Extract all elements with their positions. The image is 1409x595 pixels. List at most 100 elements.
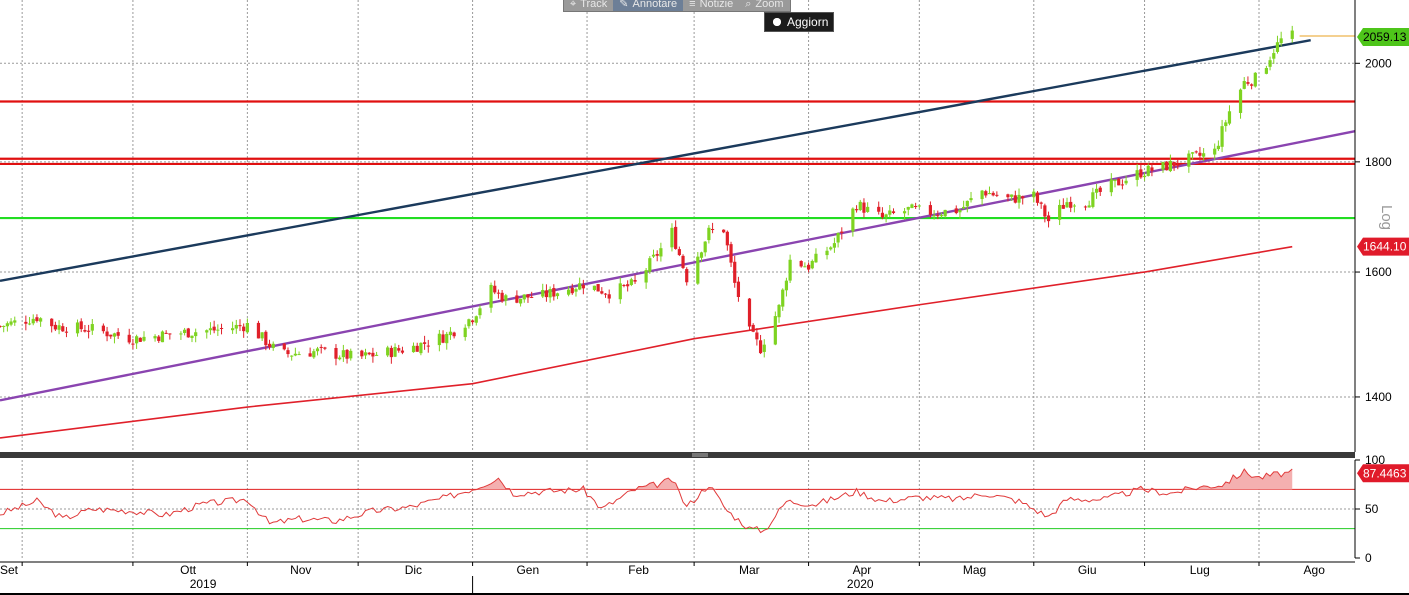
- candle-body: [186, 328, 190, 338]
- candle-body: [208, 328, 213, 331]
- candle-body: [493, 285, 497, 293]
- candle-body: [109, 334, 113, 337]
- candle-body: [323, 347, 327, 349]
- candle-body: [854, 209, 859, 211]
- candle-body: [1039, 202, 1043, 204]
- candle-body: [9, 321, 13, 325]
- candle-body: [338, 357, 342, 360]
- toolbar-zoom-button[interactable]: ⌕ Zoom: [745, 0, 784, 10]
- candle-body: [674, 226, 678, 249]
- candle-body: [1253, 72, 1257, 87]
- candle-body: [360, 350, 364, 357]
- candle-body: [1017, 194, 1021, 203]
- candle-body: [363, 352, 368, 356]
- candle-body: [659, 248, 663, 257]
- candle-body: [530, 296, 534, 298]
- candle-body: [500, 292, 504, 302]
- candle-body: [851, 208, 855, 232]
- candle-body: [651, 254, 656, 257]
- candle-body: [877, 206, 881, 212]
- candle-body: [596, 284, 600, 292]
- candle-body: [633, 279, 637, 282]
- candle-body: [50, 318, 54, 327]
- x-tick-label: Ago: [1304, 563, 1326, 577]
- annotate-icon: ✎: [619, 0, 629, 10]
- candle-body: [242, 326, 246, 332]
- candle-body: [286, 350, 290, 355]
- candle-body: [1165, 161, 1169, 171]
- candle-body: [958, 210, 962, 213]
- candle-body: [814, 253, 818, 263]
- candle-body: [90, 324, 94, 331]
- candle-body: [515, 295, 519, 303]
- candle-body: [400, 350, 405, 353]
- candle-body: [991, 192, 995, 196]
- candle-body: [112, 333, 117, 337]
- candle-body: [504, 295, 508, 301]
- update-label: Aggiorn: [787, 15, 829, 29]
- candle-body: [622, 284, 626, 286]
- candle-body: [1065, 202, 1069, 208]
- candle-body: [463, 327, 467, 338]
- candle-body: [762, 344, 766, 352]
- candle-body: [31, 318, 35, 324]
- toolbar-track-button[interactable]: ⌖ Track: [570, 0, 608, 10]
- candle-body: [681, 255, 685, 268]
- candle-body: [393, 346, 397, 357]
- candle-body: [884, 214, 888, 218]
- candle-body: [1094, 188, 1099, 193]
- radio-dot-icon: [773, 18, 781, 26]
- candle-body: [1290, 30, 1294, 39]
- candle-body: [810, 260, 814, 269]
- candle-body: [987, 193, 992, 195]
- candle-body: [234, 324, 238, 329]
- candle-body: [696, 256, 700, 284]
- candle-body: [293, 353, 297, 356]
- candle-body: [1190, 152, 1195, 154]
- candle-body: [1058, 204, 1062, 220]
- candle-body: [733, 261, 737, 283]
- candle-body: [157, 336, 161, 341]
- candle-body: [962, 206, 966, 209]
- candle-body: [1246, 82, 1250, 84]
- candle-body: [212, 326, 216, 331]
- candle-body: [902, 211, 907, 214]
- candle-body: [541, 289, 545, 297]
- candle-body: [707, 227, 711, 241]
- value-tag-label: 1644.10: [1363, 240, 1407, 254]
- toolbar-news-button[interactable]: ≡ Notizie: [689, 0, 734, 10]
- candle-body: [1083, 206, 1088, 208]
- candle-body: [101, 325, 105, 332]
- candle-body: [592, 285, 597, 291]
- candle-body: [138, 337, 142, 342]
- candle-body: [677, 249, 681, 256]
- candle-body: [648, 258, 652, 272]
- candle-body: [1109, 179, 1113, 193]
- candle-body: [936, 215, 940, 217]
- candle-body: [374, 354, 379, 356]
- candle-body: [1172, 161, 1176, 167]
- candle-body: [755, 332, 759, 340]
- candle-body: [1139, 169, 1143, 178]
- y-tick-label: 2000: [1365, 56, 1392, 70]
- x-tick-label: Mar: [739, 563, 760, 577]
- candle-body: [411, 345, 416, 353]
- candle-body: [552, 288, 556, 297]
- candle-body: [1224, 122, 1228, 127]
- candles: [0, 25, 1294, 366]
- candle-body: [168, 333, 172, 335]
- candle-body: [24, 321, 28, 324]
- update-button[interactable]: Aggiorn: [764, 12, 834, 32]
- candle-body: [478, 308, 482, 316]
- toolbar-annotate-button[interactable]: ✎ Annotare: [613, 0, 684, 11]
- chart-toolbar: ⌖ Track ✎ Annotare ≡ Notizie ⌕ Zoom: [563, 0, 791, 12]
- candle-body: [607, 294, 611, 299]
- candle-body: [57, 325, 61, 330]
- candle-body: [1213, 148, 1217, 155]
- candle-body: [308, 353, 312, 357]
- candle-body: [264, 331, 268, 346]
- candle-body: [939, 215, 944, 217]
- candle-body: [984, 191, 988, 196]
- candle-body: [1021, 196, 1025, 199]
